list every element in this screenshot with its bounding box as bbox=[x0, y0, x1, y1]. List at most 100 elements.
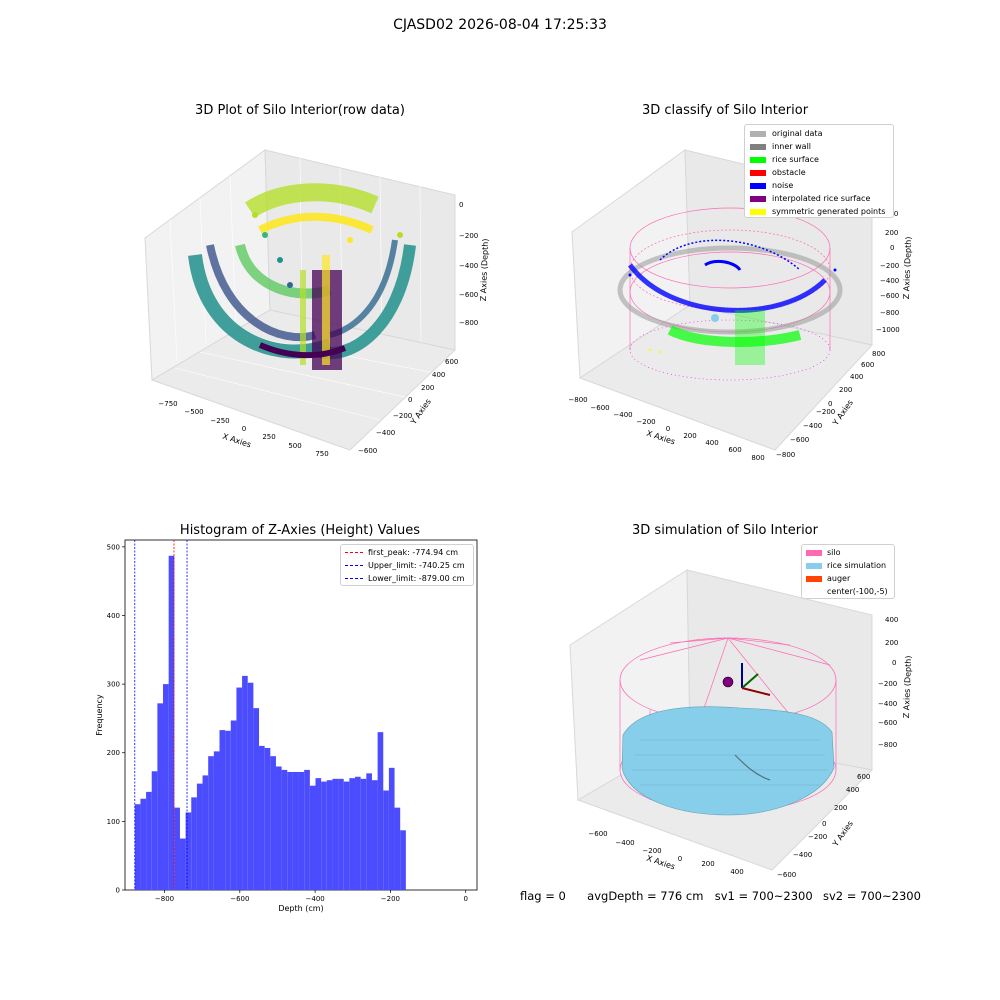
histogram-bar bbox=[219, 730, 226, 890]
legend-swatch bbox=[750, 143, 766, 150]
histogram-bar bbox=[225, 730, 231, 890]
legend-entry: rice simulation bbox=[802, 559, 894, 572]
panel-simulation-3d: −600 −400 −200 0 200 400 −600 −400 −200 … bbox=[569, 569, 913, 879]
histogram-bar bbox=[326, 780, 333, 890]
x-ticks: −800 −600 −400 −200 0 bbox=[155, 890, 468, 903]
histogram-bar bbox=[242, 675, 248, 890]
x-tick-labels: −600 −400 −200 0 200 400 bbox=[588, 830, 743, 876]
x-tick-labels: −750 −500 −250 0 250 500 750 bbox=[158, 400, 328, 458]
z-tick-label: 200 bbox=[885, 229, 898, 237]
legend-entry: silo bbox=[802, 546, 894, 559]
x-tick-label: −500 bbox=[184, 408, 203, 416]
histogram-bar bbox=[315, 778, 322, 890]
y-tick-label: −600 bbox=[777, 871, 796, 879]
z-tick-label: −400 bbox=[880, 277, 899, 285]
y-tick-label: 0 bbox=[822, 820, 826, 828]
legend-entry: original data bbox=[745, 127, 893, 140]
legend-label: rice simulation bbox=[827, 561, 887, 570]
z-tick-label: −200 bbox=[878, 680, 897, 688]
x-tick-label: −400 bbox=[306, 895, 325, 903]
legend-label: original data bbox=[772, 129, 823, 138]
flag-text: flag = 0 bbox=[520, 889, 566, 903]
histogram-bar bbox=[343, 781, 350, 890]
z-tick-labels: −1000 −800 −600 −400 −200 0 200 400 bbox=[876, 210, 900, 334]
x-tick-label: 0 bbox=[242, 425, 246, 433]
y-tick-label: −800 bbox=[776, 451, 795, 459]
legend-swatch bbox=[806, 575, 822, 582]
y-tick-label: 200 bbox=[834, 804, 847, 812]
y-tick-label: 400 bbox=[846, 786, 859, 794]
z-tick-label: 200 bbox=[885, 639, 898, 647]
legend-line bbox=[345, 565, 363, 566]
legend-swatch bbox=[750, 169, 766, 176]
x-tick-label: 800 bbox=[751, 454, 764, 462]
histogram-bar bbox=[281, 769, 288, 890]
histogram-bar bbox=[230, 720, 237, 890]
histogram-bar bbox=[366, 773, 372, 890]
legend-label: Upper_limit: -740.25 cm bbox=[368, 561, 465, 570]
classify-legend: original data inner wall rice surface ob… bbox=[744, 124, 894, 218]
histogram-bar bbox=[146, 791, 152, 890]
legend-swatch bbox=[750, 130, 766, 137]
legend-label: Lower_limit: -879.00 cm bbox=[368, 574, 465, 583]
histogram-bar bbox=[259, 745, 265, 890]
raw-scan-data bbox=[188, 183, 416, 370]
x-tick-label: 750 bbox=[315, 450, 328, 458]
histogram-chart: −800 −600 −400 −200 0 0 100 200 300 400 500 Depth… bbox=[95, 539, 478, 913]
x-tick-label: 200 bbox=[701, 860, 714, 868]
histogram-title: Histogram of Z-Axies (Height) Values bbox=[179, 523, 421, 538]
histogram-legend: first_peak: -774.94 cm Upper_limit: -740… bbox=[340, 544, 474, 586]
y-tick-label: 200 bbox=[421, 384, 434, 392]
z-tick-labels: −800 −600 −400 −200 0 200 400 bbox=[878, 616, 898, 749]
histogram-bar bbox=[275, 766, 282, 890]
legend-label: obstacle bbox=[772, 168, 806, 177]
z-tick-labels: −800 −600 −400 −200 0 bbox=[459, 201, 478, 327]
x-tick-label: −600 bbox=[230, 895, 249, 903]
x-tick-label: −250 bbox=[210, 417, 229, 425]
histogram-bar bbox=[394, 807, 401, 890]
x-tick-label: 250 bbox=[262, 433, 275, 441]
histogram-bar bbox=[264, 747, 271, 890]
z-tick-label: −800 bbox=[878, 741, 897, 749]
legend-entry: Upper_limit: -740.25 cm bbox=[341, 559, 473, 572]
histogram-bar bbox=[202, 775, 209, 890]
z-axis-label: Z Axies (Depth) bbox=[902, 236, 913, 299]
legend-label: silo bbox=[827, 548, 841, 557]
histogram-bar bbox=[377, 732, 384, 890]
legend-entry: Lower_limit: -879.00 cm bbox=[341, 572, 473, 585]
legend-label: symmetric generated points bbox=[772, 207, 886, 216]
histogram-bar bbox=[292, 771, 299, 890]
histogram-bar bbox=[383, 790, 389, 890]
histogram-bar bbox=[134, 804, 141, 890]
z-axis-label: Z Axies (Depth) bbox=[479, 238, 490, 301]
legend-swatch bbox=[806, 549, 822, 556]
histogram-bar bbox=[174, 807, 180, 890]
y-tick-label: 400 bbox=[850, 373, 863, 381]
x-tick-label: −800 bbox=[568, 396, 587, 404]
y-ticks: 0 100 200 300 400 500 bbox=[107, 543, 125, 895]
y-tick-label: −400 bbox=[803, 422, 822, 430]
y-tick-label: 0 bbox=[828, 400, 832, 408]
histogram-bar bbox=[247, 682, 254, 890]
legend-label: inner wall bbox=[772, 142, 812, 151]
histogram-bar bbox=[338, 778, 344, 890]
histogram-bar bbox=[309, 785, 316, 890]
histogram-bar bbox=[270, 756, 276, 890]
histogram-bar bbox=[191, 797, 197, 890]
z-tick-label: 400 bbox=[885, 616, 898, 624]
x-tick-label: −400 bbox=[613, 411, 632, 419]
sv1-text: sv1 = 700~2300 bbox=[714, 889, 813, 903]
histogram-bar bbox=[371, 780, 378, 890]
legend-swatch bbox=[750, 208, 766, 215]
x-tick-label: −600 bbox=[590, 404, 609, 412]
legend-entry: interpolated rice surface bbox=[745, 192, 893, 205]
legend-label: first_peak: -774.94 cm bbox=[368, 548, 459, 557]
reference-lines bbox=[134, 540, 188, 890]
histogram-bar bbox=[349, 778, 356, 890]
histogram-bar bbox=[287, 771, 293, 890]
legend-entry: inner wall bbox=[745, 140, 893, 153]
rice-simulation-surface bbox=[621, 706, 835, 816]
x-tick-label: −200 bbox=[642, 847, 661, 855]
y-tick-label: 600 bbox=[445, 358, 458, 366]
y-tick-label: −200 bbox=[816, 408, 835, 416]
